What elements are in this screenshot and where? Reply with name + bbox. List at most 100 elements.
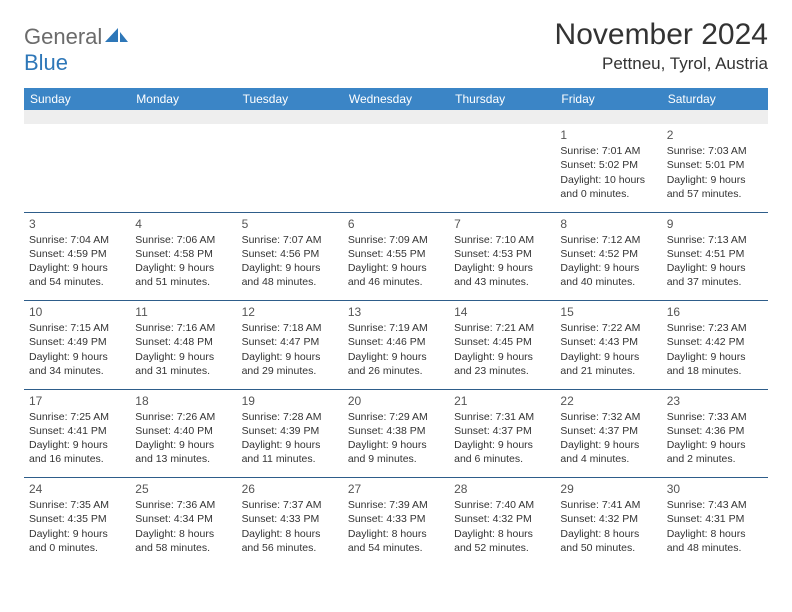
sunrise-text: Sunrise: 7:10 AM: [454, 233, 550, 247]
sunset-text: Sunset: 4:32 PM: [454, 512, 550, 526]
sunrise-text: Sunrise: 7:32 AM: [560, 410, 656, 424]
daylight-text: and 4 minutes.: [560, 452, 656, 466]
day-number: 10: [29, 304, 125, 320]
daylight-text: Daylight: 8 hours: [454, 527, 550, 541]
daylight-text: Daylight: 9 hours: [560, 350, 656, 364]
daylight-text: Daylight: 9 hours: [135, 438, 231, 452]
calendar-day-cell: 11Sunrise: 7:16 AMSunset: 4:48 PMDayligh…: [130, 301, 236, 389]
sunrise-text: Sunrise: 7:13 AM: [667, 233, 763, 247]
sunset-text: Sunset: 4:31 PM: [667, 512, 763, 526]
day-number: 21: [454, 393, 550, 409]
brand-word-2: Blue: [24, 50, 68, 75]
calendar-day-cell: 6Sunrise: 7:09 AMSunset: 4:55 PMDaylight…: [343, 213, 449, 301]
daylight-text: Daylight: 9 hours: [454, 261, 550, 275]
calendar-day-cell: 22Sunrise: 7:32 AMSunset: 4:37 PMDayligh…: [555, 390, 661, 478]
calendar-day-cell: 8Sunrise: 7:12 AMSunset: 4:52 PMDaylight…: [555, 213, 661, 301]
daylight-text: and 26 minutes.: [348, 364, 444, 378]
daylight-text: Daylight: 9 hours: [242, 438, 338, 452]
daylight-text: Daylight: 9 hours: [135, 350, 231, 364]
sunset-text: Sunset: 4:58 PM: [135, 247, 231, 261]
calendar-day-cell: 30Sunrise: 7:43 AMSunset: 4:31 PMDayligh…: [662, 478, 768, 566]
sunset-text: Sunset: 4:56 PM: [242, 247, 338, 261]
sunset-text: Sunset: 4:55 PM: [348, 247, 444, 261]
daylight-text: and 54 minutes.: [348, 541, 444, 555]
header-spacer-row: [24, 110, 768, 124]
day-number: 17: [29, 393, 125, 409]
sunrise-text: Sunrise: 7:31 AM: [454, 410, 550, 424]
sunrise-text: Sunrise: 7:35 AM: [29, 498, 125, 512]
daylight-text: Daylight: 9 hours: [454, 350, 550, 364]
week-row: 3Sunrise: 7:04 AMSunset: 4:59 PMDaylight…: [24, 213, 768, 301]
daylight-text: Daylight: 8 hours: [348, 527, 444, 541]
calendar-page: General November 2024 Pettneu, Tyrol, Au…: [0, 0, 792, 586]
day-number: 23: [667, 393, 763, 409]
brand-sail-icon: [105, 24, 129, 50]
day-number: 3: [29, 216, 125, 232]
calendar-day-cell: 10Sunrise: 7:15 AMSunset: 4:49 PMDayligh…: [24, 301, 130, 389]
daylight-text: Daylight: 10 hours: [560, 173, 656, 187]
daylight-text: Daylight: 9 hours: [667, 438, 763, 452]
day-header: Wednesday: [343, 88, 449, 110]
day-header: Tuesday: [237, 88, 343, 110]
day-number: 14: [454, 304, 550, 320]
calendar-day-cell: 18Sunrise: 7:26 AMSunset: 4:40 PMDayligh…: [130, 390, 236, 478]
sunset-text: Sunset: 4:43 PM: [560, 335, 656, 349]
calendar-day-cell: 9Sunrise: 7:13 AMSunset: 4:51 PMDaylight…: [662, 213, 768, 301]
daylight-text: Daylight: 9 hours: [454, 438, 550, 452]
sunrise-text: Sunrise: 7:01 AM: [560, 144, 656, 158]
daylight-text: and 23 minutes.: [454, 364, 550, 378]
day-number: 12: [242, 304, 338, 320]
sunset-text: Sunset: 4:37 PM: [454, 424, 550, 438]
day-number: 24: [29, 481, 125, 497]
daylight-text: Daylight: 8 hours: [135, 527, 231, 541]
day-number: 16: [667, 304, 763, 320]
sunset-text: Sunset: 4:53 PM: [454, 247, 550, 261]
calendar-table: Sunday Monday Tuesday Wednesday Thursday…: [24, 88, 768, 566]
day-number: 6: [348, 216, 444, 232]
calendar-day-cell: 14Sunrise: 7:21 AMSunset: 4:45 PMDayligh…: [449, 301, 555, 389]
sunrise-text: Sunrise: 7:37 AM: [242, 498, 338, 512]
day-number: 29: [560, 481, 656, 497]
day-number: 27: [348, 481, 444, 497]
daylight-text: Daylight: 9 hours: [348, 261, 444, 275]
daylight-text: Daylight: 9 hours: [667, 173, 763, 187]
calendar-day-cell: 15Sunrise: 7:22 AMSunset: 4:43 PMDayligh…: [555, 301, 661, 389]
daylight-text: and 54 minutes.: [29, 275, 125, 289]
daylight-text: Daylight: 9 hours: [667, 261, 763, 275]
calendar-day-cell: 5Sunrise: 7:07 AMSunset: 4:56 PMDaylight…: [237, 213, 343, 301]
day-header: Thursday: [449, 88, 555, 110]
daylight-text: and 57 minutes.: [667, 187, 763, 201]
daylight-text: and 16 minutes.: [29, 452, 125, 466]
day-number: 20: [348, 393, 444, 409]
daylight-text: and 2 minutes.: [667, 452, 763, 466]
daylight-text: Daylight: 9 hours: [29, 438, 125, 452]
sunset-text: Sunset: 4:59 PM: [29, 247, 125, 261]
sunset-text: Sunset: 4:49 PM: [29, 335, 125, 349]
week-row: 17Sunrise: 7:25 AMSunset: 4:41 PMDayligh…: [24, 390, 768, 478]
day-number: 1: [560, 127, 656, 143]
sunrise-text: Sunrise: 7:22 AM: [560, 321, 656, 335]
calendar-day-cell: 24Sunrise: 7:35 AMSunset: 4:35 PMDayligh…: [24, 478, 130, 566]
daylight-text: and 50 minutes.: [560, 541, 656, 555]
daylight-text: and 37 minutes.: [667, 275, 763, 289]
sunset-text: Sunset: 4:45 PM: [454, 335, 550, 349]
calendar-day-cell: 3Sunrise: 7:04 AMSunset: 4:59 PMDaylight…: [24, 213, 130, 301]
calendar-day-cell: 1Sunrise: 7:01 AMSunset: 5:02 PMDaylight…: [555, 124, 661, 212]
sunrise-text: Sunrise: 7:43 AM: [667, 498, 763, 512]
calendar-day-cell: 16Sunrise: 7:23 AMSunset: 4:42 PMDayligh…: [662, 301, 768, 389]
day-number: 2: [667, 127, 763, 143]
day-header: Sunday: [24, 88, 130, 110]
daylight-text: and 34 minutes.: [29, 364, 125, 378]
calendar-day-cell: 21Sunrise: 7:31 AMSunset: 4:37 PMDayligh…: [449, 390, 555, 478]
day-number: 22: [560, 393, 656, 409]
brand-word-1: General: [24, 24, 102, 50]
sunrise-text: Sunrise: 7:28 AM: [242, 410, 338, 424]
sunrise-text: Sunrise: 7:19 AM: [348, 321, 444, 335]
calendar-day-cell: [24, 124, 130, 212]
title-block: November 2024 Pettneu, Tyrol, Austria: [555, 18, 768, 74]
calendar-day-cell: 26Sunrise: 7:37 AMSunset: 4:33 PMDayligh…: [237, 478, 343, 566]
daylight-text: and 21 minutes.: [560, 364, 656, 378]
daylight-text: and 18 minutes.: [667, 364, 763, 378]
day-number: 18: [135, 393, 231, 409]
day-number: 9: [667, 216, 763, 232]
